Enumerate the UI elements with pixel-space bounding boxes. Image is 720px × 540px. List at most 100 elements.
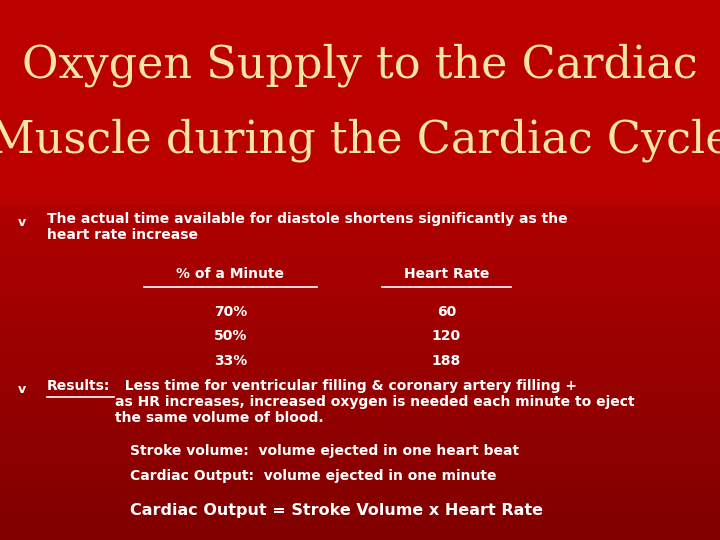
Bar — [0, 76, 720, 81]
Bar — [0, 167, 720, 173]
Bar — [0, 157, 720, 162]
Bar — [0, 189, 720, 194]
Bar — [0, 464, 720, 470]
Bar — [0, 108, 720, 113]
Bar — [0, 243, 720, 248]
Bar — [0, 297, 720, 302]
Text: 60: 60 — [437, 305, 456, 319]
Bar — [0, 140, 720, 146]
Bar — [0, 319, 720, 324]
Bar — [0, 27, 720, 32]
Bar — [0, 475, 720, 481]
Bar — [0, 221, 720, 227]
Bar — [0, 383, 720, 389]
Bar — [0, 54, 720, 59]
Bar — [0, 81, 720, 86]
Bar — [0, 518, 720, 524]
Bar — [0, 400, 720, 405]
Bar — [0, 38, 720, 43]
Bar — [0, 524, 720, 529]
Bar — [0, 346, 720, 351]
Text: Cardiac Output:  volume ejected in one minute: Cardiac Output: volume ejected in one mi… — [130, 469, 496, 483]
Bar — [0, 286, 720, 292]
Bar — [0, 119, 720, 124]
Bar — [0, 378, 720, 383]
Text: Stroke volume:  volume ejected in one heart beat: Stroke volume: volume ejected in one hea… — [130, 444, 518, 458]
Bar — [0, 184, 720, 189]
Bar — [0, 92, 720, 97]
Bar — [0, 497, 720, 502]
Text: v: v — [17, 383, 26, 396]
Bar — [0, 151, 720, 157]
Bar — [0, 389, 720, 394]
Bar — [0, 49, 720, 54]
Bar — [0, 275, 720, 281]
Text: Muscle during the Cardiac Cycle: Muscle during the Cardiac Cycle — [0, 119, 720, 162]
Text: 70%: 70% — [214, 305, 247, 319]
Bar — [0, 329, 720, 335]
Bar — [0, 238, 720, 243]
Bar — [0, 362, 720, 367]
Bar — [0, 502, 720, 508]
Text: 188: 188 — [432, 354, 461, 368]
Bar — [0, 513, 720, 518]
Text: Heart Rate: Heart Rate — [404, 267, 489, 281]
Bar — [0, 459, 720, 464]
Bar — [0, 227, 720, 232]
Text: Results:: Results: — [47, 379, 110, 393]
Bar — [0, 351, 720, 356]
Bar — [0, 178, 720, 184]
Text: Oxygen Supply to the Cardiac: Oxygen Supply to the Cardiac — [22, 43, 698, 86]
Bar — [0, 254, 720, 259]
Bar — [0, 367, 720, 373]
Bar — [0, 437, 720, 443]
Bar — [0, 270, 720, 275]
Bar — [0, 130, 720, 135]
Bar — [0, 356, 720, 362]
Bar — [0, 335, 720, 340]
Bar — [0, 173, 720, 178]
Bar — [0, 470, 720, 475]
Bar — [0, 292, 720, 297]
Text: The actual time available for diastole shortens significantly as the
heart rate : The actual time available for diastole s… — [47, 212, 567, 242]
Bar — [0, 22, 720, 27]
Bar — [0, 162, 720, 167]
Bar — [0, 124, 720, 130]
Bar — [0, 265, 720, 270]
Bar — [0, 491, 720, 497]
Bar — [0, 43, 720, 49]
Text: % of a Minute: % of a Minute — [176, 267, 284, 281]
Bar — [0, 340, 720, 346]
Text: v: v — [17, 216, 26, 229]
Bar — [0, 427, 720, 432]
Bar — [0, 394, 720, 400]
Bar — [0, 146, 720, 151]
Bar — [0, 448, 720, 454]
Bar — [0, 535, 720, 540]
Bar — [0, 373, 720, 378]
Bar — [0, 59, 720, 65]
Bar — [0, 443, 720, 448]
Text: Less time for ventricular filling & coronary artery filling +
as HR increases, i: Less time for ventricular filling & coro… — [115, 379, 635, 426]
Bar — [0, 405, 720, 410]
Bar — [0, 0, 720, 5]
Bar — [0, 5, 720, 11]
Bar — [0, 216, 720, 221]
Bar — [0, 97, 720, 103]
Bar — [0, 200, 720, 205]
Bar — [0, 205, 720, 211]
Bar — [0, 113, 720, 119]
Bar — [0, 281, 720, 286]
Bar — [0, 486, 720, 491]
Bar — [0, 529, 720, 535]
Bar — [0, 410, 720, 416]
Bar — [0, 324, 720, 329]
Bar — [0, 11, 720, 16]
Bar — [0, 432, 720, 437]
Bar — [0, 194, 720, 200]
Bar — [0, 65, 720, 70]
Text: 120: 120 — [432, 329, 461, 343]
Bar — [0, 454, 720, 459]
Text: Cardiac Output = Stroke Volume x Heart Rate: Cardiac Output = Stroke Volume x Heart R… — [130, 503, 543, 518]
Bar — [0, 308, 720, 313]
